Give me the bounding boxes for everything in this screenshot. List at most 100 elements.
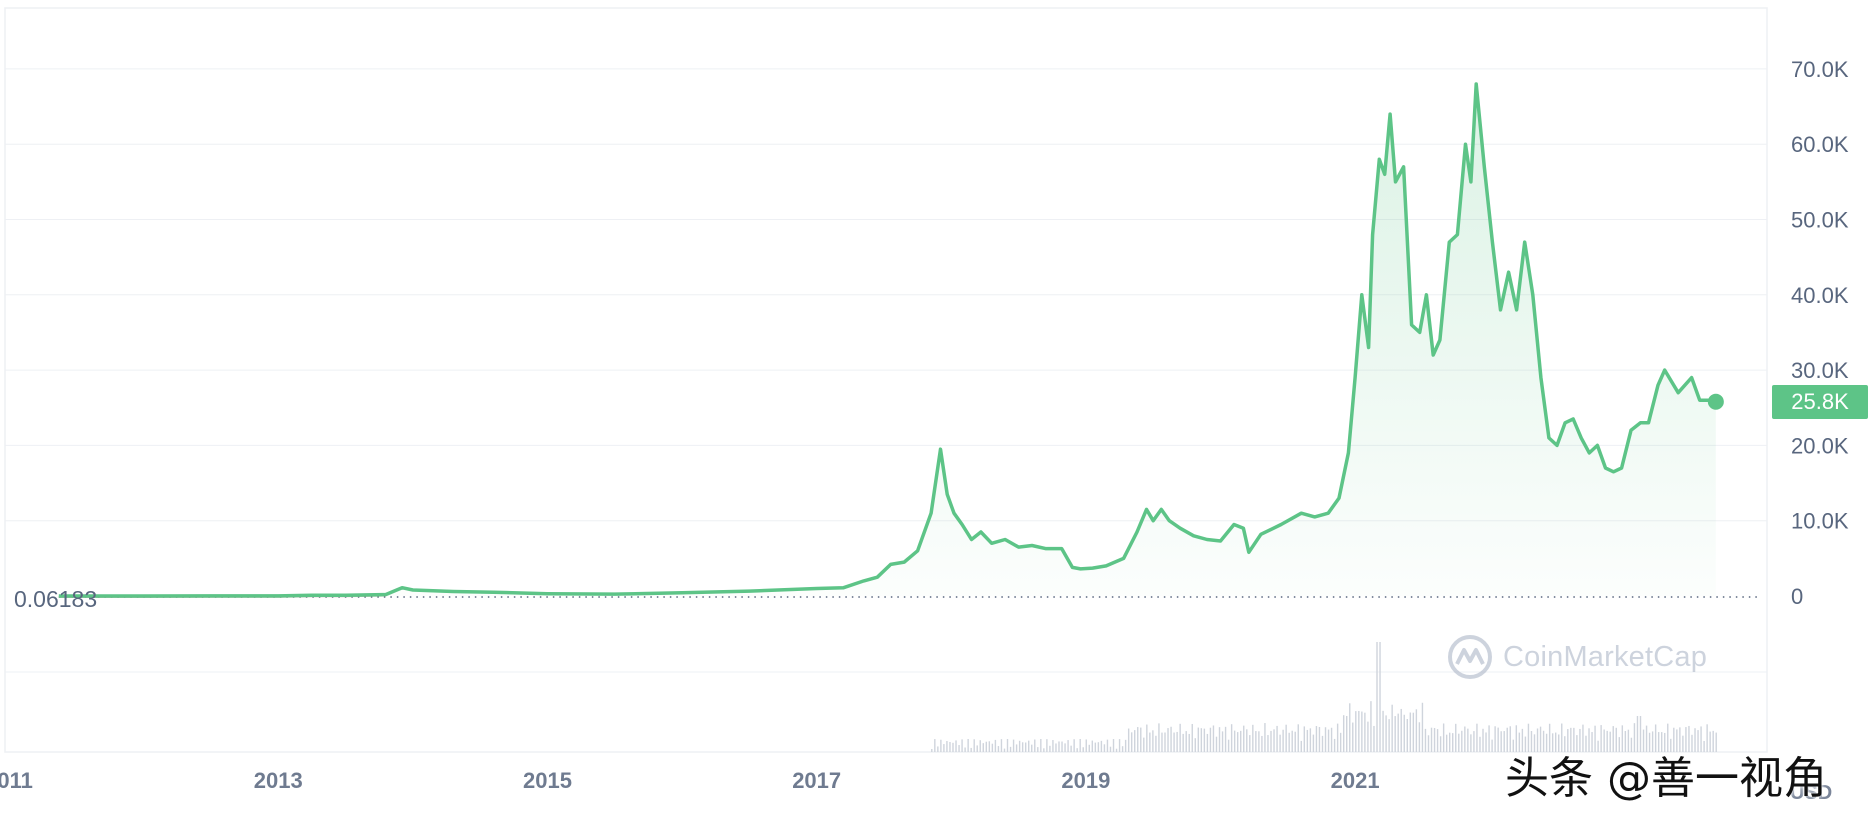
y-tick-label: 70.0K — [1791, 57, 1849, 82]
volume-bar — [991, 743, 994, 752]
volume-bar — [1424, 728, 1427, 752]
volume-bar — [1140, 727, 1142, 752]
volume-bar — [1624, 730, 1627, 752]
volume-bar — [1679, 727, 1681, 752]
volume-bar — [1452, 733, 1454, 752]
volume-bar — [1409, 712, 1412, 752]
volume-bar — [1548, 723, 1551, 752]
volume-bar — [967, 739, 969, 752]
volume-bar — [1124, 739, 1127, 752]
volume-bar — [1267, 735, 1269, 752]
volume-bar — [1067, 740, 1069, 752]
volume-bar — [1297, 724, 1299, 752]
volume-bar — [937, 746, 939, 752]
volume-bar — [1188, 733, 1190, 752]
volume-bar — [1009, 746, 1012, 752]
volume-bar — [1561, 723, 1563, 752]
volume-bar — [1533, 734, 1536, 752]
volume-bar — [979, 740, 981, 752]
volume-bar — [1212, 725, 1215, 752]
volume-bar — [1227, 739, 1230, 752]
source-credit-overlay: 头条 @善一视角 — [1505, 753, 1827, 804]
volume-bar — [1394, 716, 1396, 752]
volume-bar — [1088, 744, 1090, 752]
volume-bar — [1503, 731, 1505, 752]
volume-bar — [1612, 726, 1614, 752]
volume-bar — [1627, 729, 1630, 752]
volume-bar — [1564, 736, 1566, 752]
volume-bar — [1330, 727, 1333, 752]
volume-bar — [1442, 723, 1445, 752]
volume-bar — [1509, 726, 1511, 752]
volume-bar — [1276, 725, 1278, 752]
volume-bar — [1539, 726, 1542, 752]
x-axis: 2011 2013 2015 2017 2019 2021 — [0, 768, 1380, 793]
volume-bar — [1485, 732, 1487, 752]
volume-bar — [1339, 732, 1342, 752]
volume-bar — [1161, 732, 1163, 752]
volume-bar — [1076, 748, 1078, 752]
volume-bar — [1551, 733, 1554, 752]
volume-bar — [1318, 727, 1321, 752]
volume-bar — [1673, 727, 1675, 752]
volume-bar — [1579, 728, 1581, 752]
volume-bar — [1327, 729, 1330, 752]
volume-bar — [1367, 721, 1369, 752]
x-tick-label: 2021 — [1331, 768, 1380, 793]
volume-bar — [1346, 715, 1348, 752]
volume-bars — [931, 642, 1717, 752]
volume-bar — [976, 745, 978, 752]
volume-bar — [1215, 736, 1218, 752]
x-tick-label: 2019 — [1061, 768, 1110, 793]
volume-bar — [1324, 727, 1327, 752]
volume-bar — [1588, 728, 1590, 752]
volume-bar — [1512, 739, 1514, 752]
y-tick-label: 10.0K — [1791, 509, 1849, 534]
volume-bar — [1506, 727, 1508, 752]
volume-bar — [1240, 730, 1242, 752]
y-tick-label: 0 — [1791, 584, 1803, 609]
volume-bar — [1524, 736, 1527, 752]
volume-bar — [1112, 739, 1115, 752]
volume-bar — [1264, 723, 1266, 752]
volume-bar — [1530, 731, 1533, 752]
x-tick-label: 2013 — [254, 768, 303, 793]
volume-bar — [1603, 729, 1605, 752]
volume-bar — [1685, 727, 1687, 752]
price-line — [58, 82, 1717, 598]
volume-bar — [949, 742, 951, 752]
volume-bar — [1164, 732, 1166, 752]
volume-bar — [1282, 729, 1284, 752]
volume-bar — [1258, 731, 1260, 752]
volume-bar — [1070, 745, 1072, 752]
volume-bar — [1382, 710, 1384, 752]
volume-bar — [1667, 723, 1669, 752]
volume-bar — [952, 742, 954, 752]
volume-bar — [1100, 740, 1103, 752]
volume-bar — [988, 741, 991, 752]
volume-bar — [1273, 729, 1275, 752]
y-tick-label: 20.0K — [1791, 433, 1849, 458]
volume-bar — [1636, 716, 1639, 752]
coinmarketcap-logo-icon — [1448, 635, 1492, 679]
volume-bar — [1203, 728, 1206, 752]
volume-bar — [1176, 731, 1178, 752]
volume-bar — [1651, 731, 1654, 752]
volume-bar — [1000, 739, 1003, 752]
volume-bar — [1309, 728, 1312, 752]
volume-bar — [1430, 727, 1433, 752]
volume-bar — [1079, 739, 1081, 752]
volume-bar — [1439, 736, 1442, 752]
volume-bar — [1421, 702, 1424, 752]
volume-bar — [1427, 735, 1430, 752]
volume-bar — [1618, 737, 1620, 752]
volume-bar — [1118, 739, 1121, 752]
volume-bar — [1149, 732, 1151, 752]
volume-bar — [1497, 727, 1499, 752]
volume-bar — [1197, 727, 1200, 752]
volume-bar — [1660, 732, 1663, 752]
volume-bar — [997, 746, 1000, 752]
volume-bar — [1376, 642, 1378, 752]
volume-bar — [1527, 723, 1530, 752]
volume-bar — [1358, 710, 1360, 752]
